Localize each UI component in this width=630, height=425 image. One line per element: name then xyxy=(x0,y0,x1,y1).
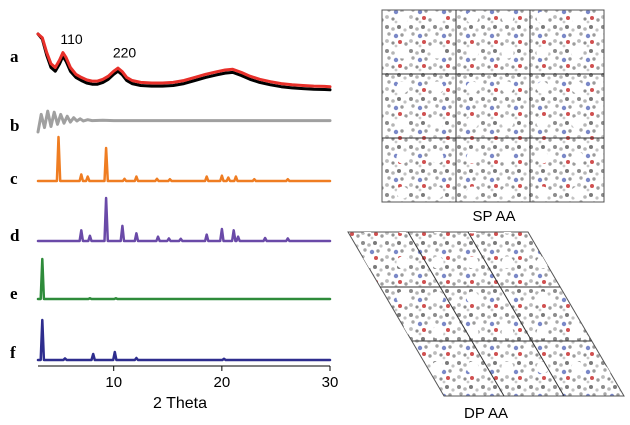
panel-letter-b: b xyxy=(10,116,19,135)
sp-aa-pores xyxy=(382,10,604,202)
panel-f: f xyxy=(10,318,332,362)
series-a-0 xyxy=(36,32,332,92)
peak-label-110: 110 xyxy=(60,31,83,47)
panel-e: e xyxy=(10,257,332,303)
x-tick-label-20: 20 xyxy=(214,374,231,391)
peak-label-220: 220 xyxy=(113,45,137,61)
panel-letter-a: a xyxy=(10,47,19,66)
panel-d: d xyxy=(10,196,332,245)
dp-aa-structure: DP AA xyxy=(347,231,625,422)
panel-letter-d: d xyxy=(10,226,20,245)
panel-c: c xyxy=(10,135,332,188)
x-tick-label-30: 30 xyxy=(322,374,339,391)
series-f-0 xyxy=(36,318,332,362)
series-c-0 xyxy=(36,135,332,183)
panel-letter-c: c xyxy=(10,169,18,188)
x-tick-label-10: 10 xyxy=(105,374,122,391)
sp-aa-caption: SP AA xyxy=(472,208,515,225)
dp-aa-caption: DP AA xyxy=(464,405,508,422)
series-b-0 xyxy=(36,109,332,134)
series-e-0 xyxy=(36,257,332,301)
sp-aa-structure: SP AA xyxy=(381,9,605,225)
x-axis-title: 2 Theta xyxy=(153,395,207,412)
sp-aa-cell-grid xyxy=(382,10,604,202)
dp-aa-pores xyxy=(348,232,624,396)
panel-letter-f: f xyxy=(10,343,16,362)
series-d-0 xyxy=(36,196,332,243)
panel-b: b xyxy=(10,109,332,135)
panel-letter-e: e xyxy=(10,284,18,303)
panel-a: a 110 220 xyxy=(10,31,332,92)
xrd-chart: a 110 220 b c d e f 10 20 30 2 Theta xyxy=(10,31,338,412)
dp-aa-cell-grid xyxy=(380,231,592,397)
series-a-1 xyxy=(36,32,332,89)
